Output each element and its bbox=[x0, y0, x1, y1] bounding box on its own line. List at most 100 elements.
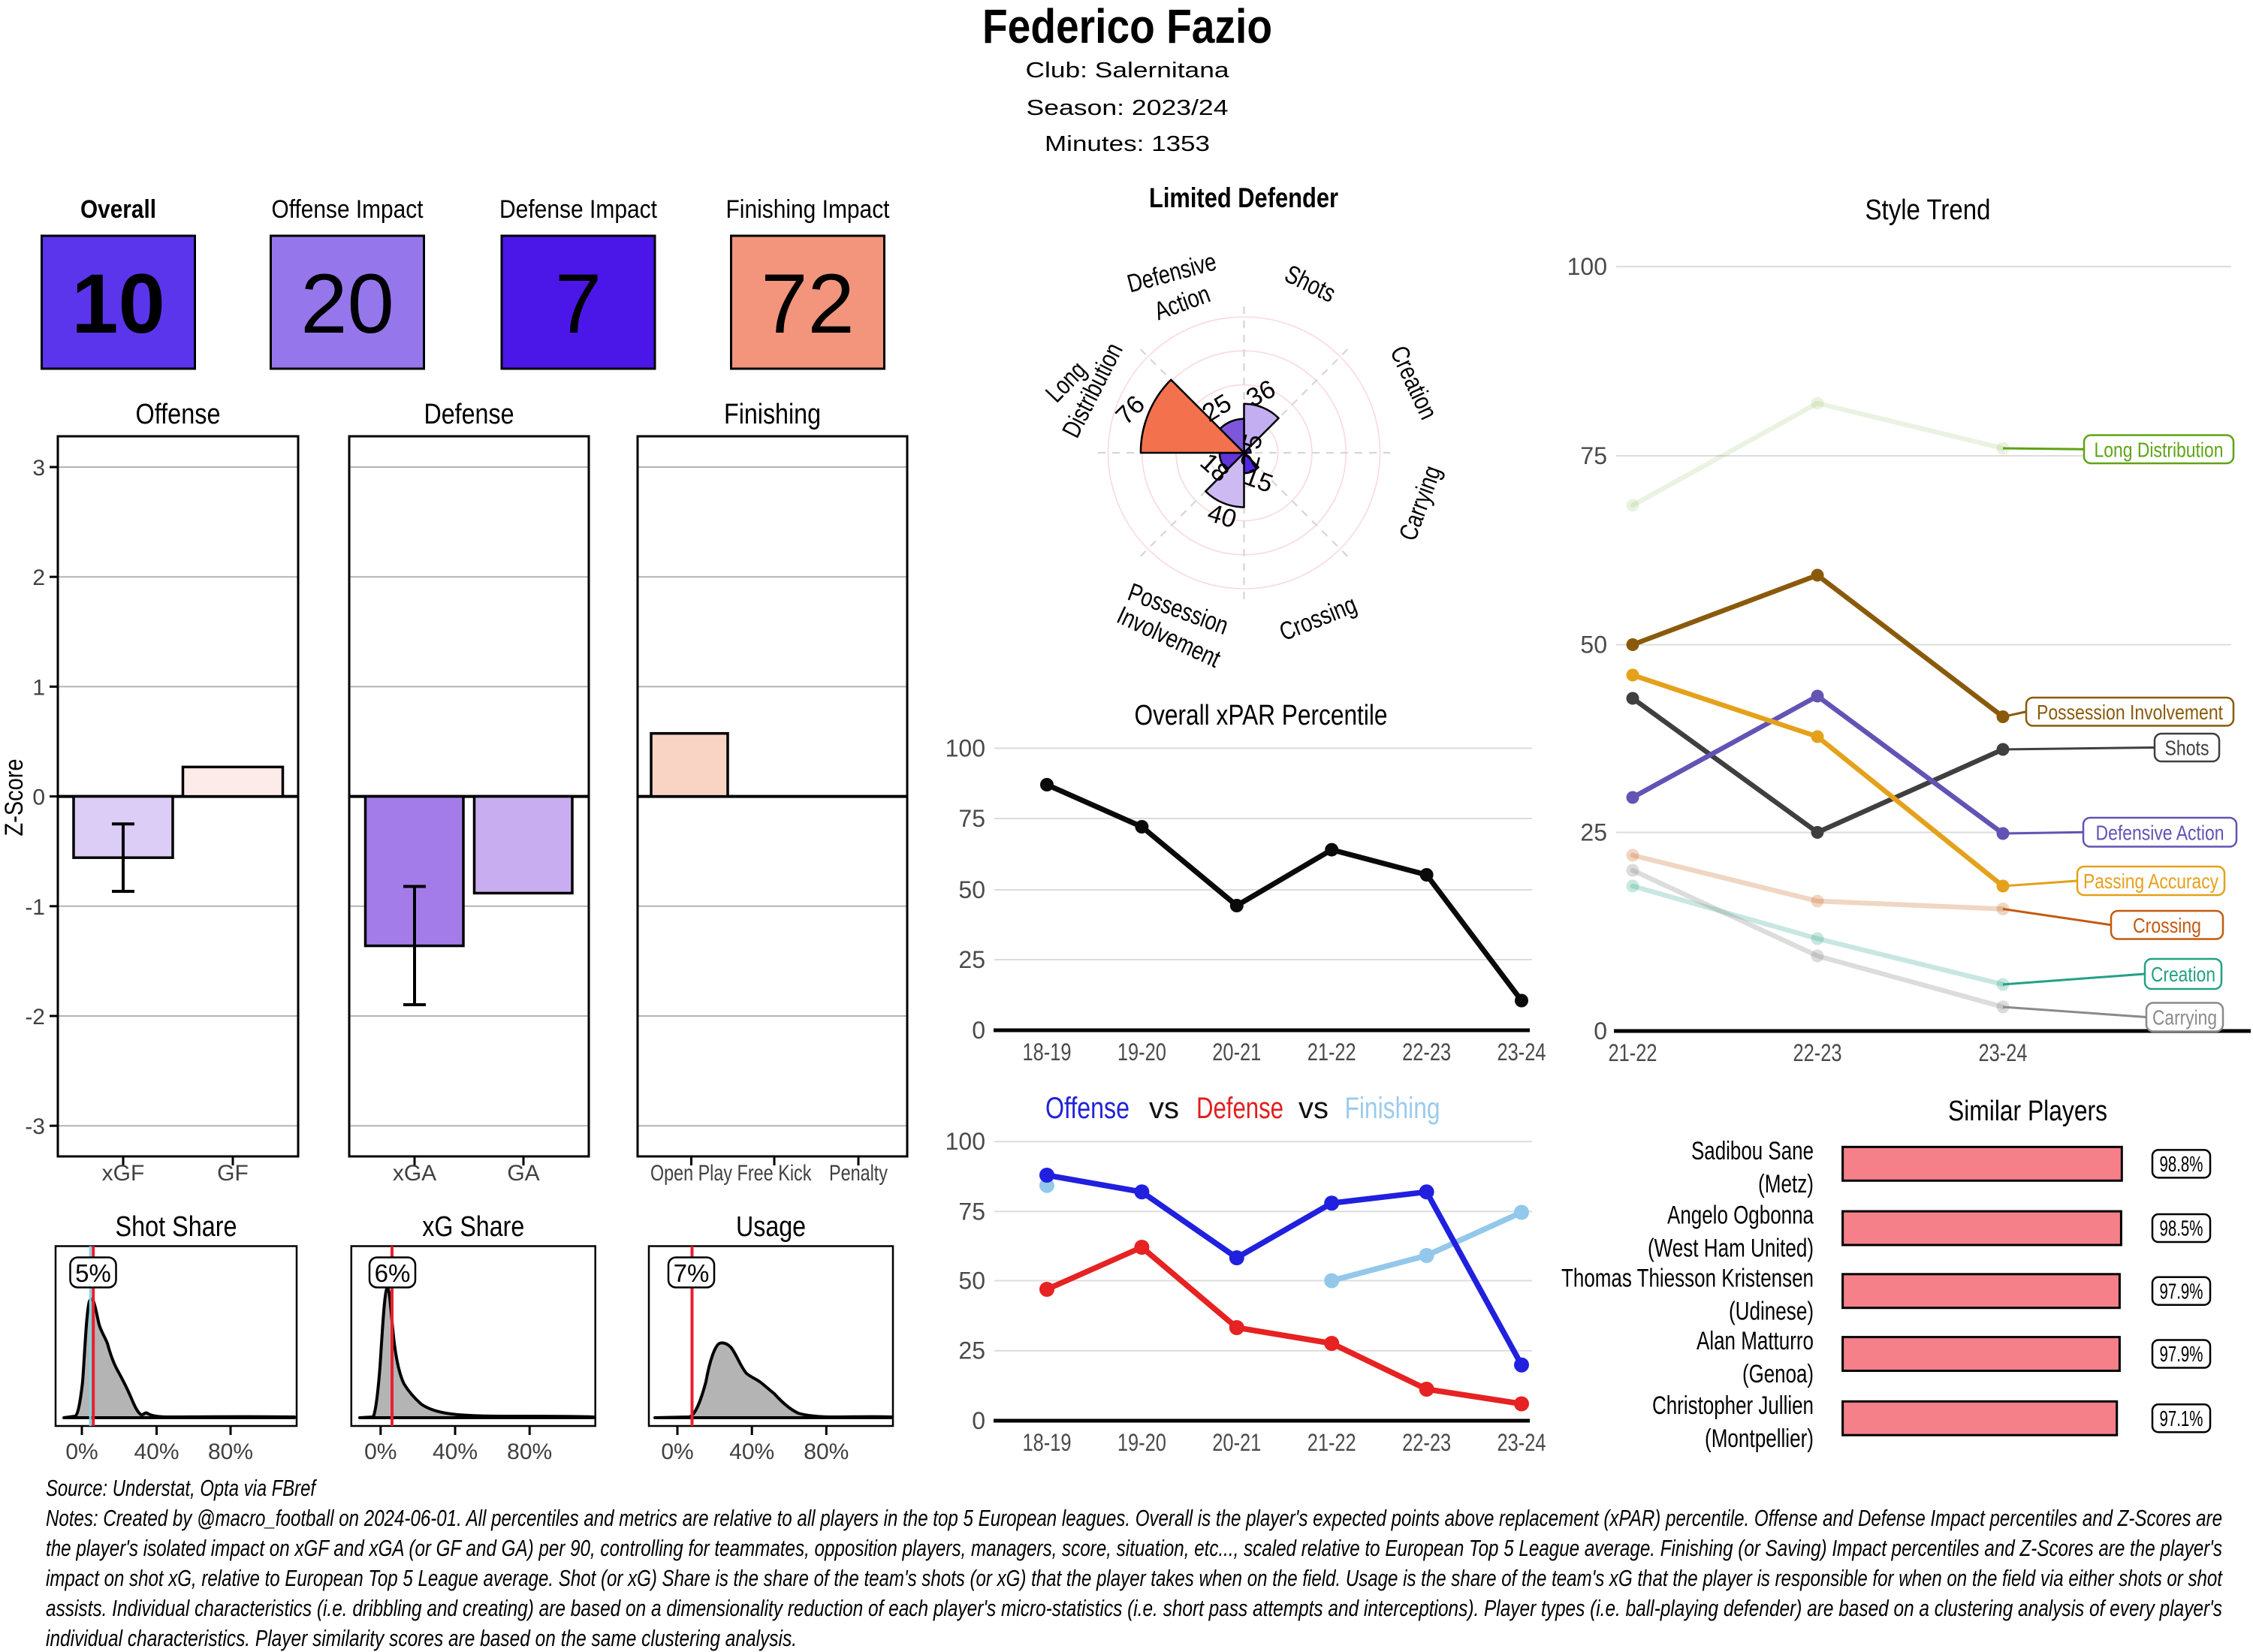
svg-text:Defense: Defense bbox=[424, 399, 514, 430]
svg-text:Offense: Offense bbox=[1045, 1092, 1130, 1125]
svg-text:individual characteristics. Pl: individual characteristics. Player simil… bbox=[46, 1625, 797, 1651]
svg-text:0: 0 bbox=[972, 1017, 985, 1044]
svg-text:Limited Defender: Limited Defender bbox=[1149, 182, 1338, 213]
svg-text:Defensive Action: Defensive Action bbox=[2096, 821, 2224, 844]
svg-text:Free Kick: Free Kick bbox=[737, 1161, 813, 1186]
svg-text:75: 75 bbox=[958, 805, 985, 832]
svg-text:the player's isolated impact o: the player's isolated impact on xGF and … bbox=[46, 1535, 2222, 1561]
svg-text:100: 100 bbox=[946, 1128, 985, 1155]
svg-text:Penalty: Penalty bbox=[829, 1161, 888, 1186]
svg-text:0: 0 bbox=[32, 785, 45, 810]
svg-text:Angelo Ogbonna: Angelo Ogbonna bbox=[1667, 1201, 1814, 1230]
svg-text:0: 0 bbox=[972, 1407, 985, 1434]
svg-text:Creation: Creation bbox=[2151, 963, 2215, 986]
svg-text:-2: -2 bbox=[25, 1005, 45, 1029]
svg-text:7: 7 bbox=[555, 257, 602, 351]
svg-text:-3: -3 bbox=[25, 1114, 45, 1139]
svg-text:(Montpellier): (Montpellier) bbox=[1705, 1424, 1814, 1453]
svg-text:Federico Fazio: Federico Fazio bbox=[982, 0, 1272, 53]
svg-text:xGF: xGF bbox=[102, 1161, 145, 1186]
svg-text:2: 2 bbox=[32, 565, 45, 590]
svg-text:7%: 7% bbox=[674, 1259, 710, 1287]
svg-text:impact on shot xG, relative to: impact on shot xG, relative to European … bbox=[46, 1565, 2223, 1591]
svg-text:Defense Impact: Defense Impact bbox=[499, 195, 657, 224]
svg-text:98.8%: 98.8% bbox=[2160, 1153, 2203, 1177]
svg-text:21-22: 21-22 bbox=[1307, 1429, 1356, 1456]
svg-text:6%: 6% bbox=[375, 1259, 411, 1287]
svg-text:Shots: Shots bbox=[2165, 737, 2209, 760]
svg-text:23-24: 23-24 bbox=[1979, 1039, 2028, 1066]
svg-text:Shot Share: Shot Share bbox=[116, 1211, 237, 1243]
svg-text:Christopher Jullien: Christopher Jullien bbox=[1652, 1391, 1814, 1420]
svg-text:Carrying: Carrying bbox=[2152, 1006, 2217, 1029]
svg-text:Sadibou Sane: Sadibou Sane bbox=[1691, 1137, 1814, 1165]
svg-text:100: 100 bbox=[946, 734, 985, 761]
svg-text:0%: 0% bbox=[65, 1439, 98, 1464]
svg-text:Usage: Usage bbox=[736, 1211, 806, 1243]
svg-text:72: 72 bbox=[761, 257, 855, 351]
svg-text:20-21: 20-21 bbox=[1212, 1429, 1261, 1456]
svg-text:-1: -1 bbox=[25, 895, 45, 920]
svg-text:3: 3 bbox=[32, 456, 45, 481]
svg-text:GA: GA bbox=[507, 1161, 539, 1186]
svg-text:22-23: 22-23 bbox=[1793, 1039, 1842, 1066]
svg-text:Source: Understat, Opta via FB: Source: Understat, Opta via FBref bbox=[46, 1475, 318, 1501]
svg-text:xG Share: xG Share bbox=[422, 1211, 524, 1243]
svg-text:Style Trend: Style Trend bbox=[1865, 194, 1991, 226]
svg-text:Similar Players: Similar Players bbox=[1948, 1096, 2107, 1127]
svg-text:80%: 80% bbox=[507, 1439, 552, 1464]
svg-text:97.1%: 97.1% bbox=[2160, 1407, 2203, 1431]
svg-text:Possession Involvement: Possession Involvement bbox=[2037, 701, 2223, 724]
svg-text:Finishing: Finishing bbox=[724, 399, 821, 430]
svg-text:40%: 40% bbox=[134, 1439, 179, 1464]
svg-text:Offense Impact: Offense Impact bbox=[272, 195, 424, 224]
svg-text:Long Distribution: Long Distribution bbox=[2095, 438, 2224, 461]
svg-text:(West Ham United): (West Ham United) bbox=[1648, 1234, 1814, 1263]
svg-text:Notes: Created by @macro_footb: Notes: Created by @macro_football on 202… bbox=[46, 1505, 2222, 1531]
svg-text:Offense: Offense bbox=[136, 399, 221, 430]
svg-text:0: 0 bbox=[1594, 1017, 1607, 1045]
svg-text:0%: 0% bbox=[364, 1439, 397, 1464]
svg-text:Open Play: Open Play bbox=[650, 1161, 732, 1186]
svg-text:Overall xPAR Percentile: Overall xPAR Percentile bbox=[1135, 700, 1388, 731]
svg-text:75: 75 bbox=[958, 1198, 985, 1225]
svg-text:GF: GF bbox=[217, 1161, 249, 1186]
svg-text:Minutes: 1353: Minutes: 1353 bbox=[1045, 132, 1210, 156]
svg-text:Finishing Impact: Finishing Impact bbox=[726, 195, 890, 224]
svg-text:Alan Matturro: Alan Matturro bbox=[1697, 1327, 1814, 1355]
svg-text:40%: 40% bbox=[729, 1439, 774, 1464]
svg-text:Crossing: Crossing bbox=[2133, 914, 2201, 937]
svg-text:assists. Individual characteri: assists. Individual characteristics (i.e… bbox=[46, 1595, 2222, 1621]
svg-text:22-23: 22-23 bbox=[1402, 1039, 1451, 1066]
svg-text:(Genoa): (Genoa) bbox=[1742, 1360, 1814, 1388]
svg-text:80%: 80% bbox=[804, 1439, 849, 1464]
svg-text:(Metz): (Metz) bbox=[1758, 1170, 1814, 1198]
svg-text:Club: Salernitana: Club: Salernitana bbox=[1026, 59, 1230, 83]
svg-text:97.9%: 97.9% bbox=[2160, 1280, 2203, 1304]
svg-text:100: 100 bbox=[1567, 253, 1607, 280]
svg-text:1: 1 bbox=[32, 675, 45, 700]
svg-text:19-20: 19-20 bbox=[1117, 1429, 1166, 1456]
svg-text:25: 25 bbox=[958, 1337, 985, 1364]
svg-text:(Udinese): (Udinese) bbox=[1729, 1297, 1814, 1325]
svg-text:50: 50 bbox=[958, 876, 985, 903]
svg-text:19-20: 19-20 bbox=[1117, 1039, 1166, 1066]
svg-text:25: 25 bbox=[1580, 819, 1607, 846]
svg-text:80%: 80% bbox=[208, 1439, 253, 1464]
svg-text:50: 50 bbox=[958, 1268, 985, 1295]
svg-text:vs: vs bbox=[1298, 1092, 1329, 1125]
svg-text:vs: vs bbox=[1149, 1092, 1179, 1125]
svg-text:18-19: 18-19 bbox=[1023, 1429, 1072, 1456]
svg-text:Season: 2023/24: Season: 2023/24 bbox=[1027, 96, 1229, 120]
svg-text:25: 25 bbox=[958, 946, 985, 973]
svg-text:10: 10 bbox=[71, 257, 165, 351]
svg-text:Defense: Defense bbox=[1196, 1092, 1283, 1125]
svg-text:Thomas Thiesson Kristensen: Thomas Thiesson Kristensen bbox=[1561, 1264, 1814, 1292]
svg-text:Overall: Overall bbox=[80, 195, 156, 224]
svg-text:20: 20 bbox=[300, 257, 394, 351]
svg-text:40%: 40% bbox=[433, 1439, 478, 1464]
svg-text:22-23: 22-23 bbox=[1402, 1429, 1451, 1456]
svg-text:23-24: 23-24 bbox=[1497, 1429, 1546, 1456]
svg-text:97.9%: 97.9% bbox=[2160, 1343, 2203, 1367]
svg-text:21-22: 21-22 bbox=[1307, 1039, 1356, 1066]
